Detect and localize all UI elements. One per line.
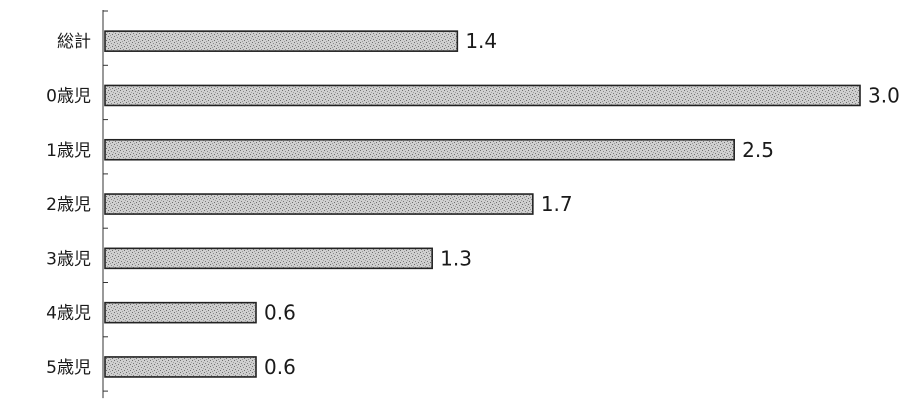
- value-label: 2.5: [742, 138, 774, 162]
- bar: [104, 30, 459, 52]
- bar: [104, 84, 861, 107]
- category-axis: [102, 10, 108, 399]
- category-label: 2歳児: [46, 195, 91, 215]
- labels: 総計 1.4 0歳児 3.0 1歳児 2.5 2歳児 1.7 3歳児 1.3 4歳児 0.6 5歳児 0.…: [46, 29, 900, 379]
- value-label: 1.3: [440, 246, 472, 270]
- bar: [104, 301, 257, 324]
- bar: [104, 138, 735, 161]
- category-label: 3歳児: [46, 249, 91, 269]
- bars: [104, 30, 861, 378]
- value-label: 1.4: [465, 29, 497, 53]
- value-label: 1.7: [541, 192, 573, 216]
- value-label: 3.0: [868, 83, 900, 107]
- category-label: 5歳児: [46, 358, 91, 378]
- value-label: 0.6: [264, 355, 296, 379]
- bar: [104, 193, 534, 215]
- value-label: 0.6: [264, 301, 296, 325]
- category-label: 0歳児: [46, 86, 91, 106]
- bar: [104, 356, 257, 378]
- category-label: 4歳児: [46, 304, 91, 324]
- bar: [104, 247, 433, 270]
- category-label: 1歳児: [46, 141, 91, 161]
- category-label: 総計: [57, 32, 91, 52]
